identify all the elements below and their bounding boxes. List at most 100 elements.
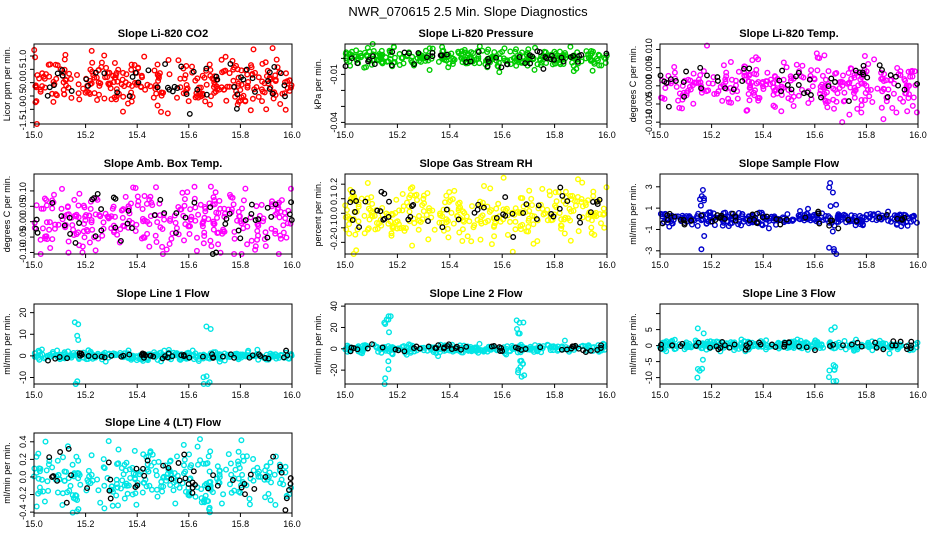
data-point xyxy=(214,229,221,236)
x-tick-label: 15.6 xyxy=(806,390,824,400)
data-point xyxy=(225,451,232,458)
chart-title: Slope Li-820 Pressure xyxy=(419,28,534,40)
data-point xyxy=(703,220,710,227)
data-point xyxy=(783,64,790,71)
data-point xyxy=(799,62,806,69)
data-point xyxy=(85,467,92,474)
data-point xyxy=(357,346,364,353)
x-tick-label: 16.0 xyxy=(909,130,927,140)
data-point xyxy=(252,246,259,253)
data-point xyxy=(601,224,608,231)
chart-title: Slope Line 2 Flow xyxy=(430,288,523,300)
data-point xyxy=(33,98,40,105)
highlight-point xyxy=(480,204,487,211)
highlight-point xyxy=(484,63,491,70)
data-point xyxy=(848,216,855,223)
data-point xyxy=(167,482,174,489)
highlight-point xyxy=(76,220,83,226)
data-point xyxy=(47,351,54,358)
highlight-point xyxy=(252,88,258,95)
data-point xyxy=(42,84,49,91)
chart-panel-9: Slope Line 3 Flow ml/min per min. 15.0 15.2… xyxy=(628,288,927,400)
data-point xyxy=(73,71,80,78)
data-point xyxy=(250,477,257,484)
highlight-point xyxy=(347,199,354,206)
data-point xyxy=(343,226,350,233)
highlight-point xyxy=(714,74,721,81)
highlight-point xyxy=(162,353,168,360)
highlight-point xyxy=(401,348,408,355)
highlight-point xyxy=(369,341,375,348)
data-point xyxy=(818,341,825,348)
highlight-point xyxy=(240,76,247,83)
data-point xyxy=(221,228,228,235)
data-point xyxy=(163,477,170,484)
data-point xyxy=(816,55,823,62)
data-point xyxy=(173,94,180,101)
chart-title: Slope Amb. Box Temp. xyxy=(104,158,223,170)
highlight-point xyxy=(173,229,179,236)
data-point xyxy=(755,97,762,104)
data-point xyxy=(388,230,395,237)
data-point xyxy=(701,197,708,204)
data-point xyxy=(833,201,840,208)
data-point xyxy=(100,456,107,463)
x-tick-label: 15.0 xyxy=(25,390,43,400)
data-point xyxy=(187,206,194,213)
data-point xyxy=(694,222,701,229)
data-point xyxy=(346,230,353,237)
data-point xyxy=(131,447,138,454)
data-point xyxy=(784,211,791,218)
highlight-point xyxy=(379,344,386,351)
data-point xyxy=(861,53,868,60)
data-point xyxy=(562,188,569,195)
highlight-point xyxy=(439,224,446,231)
data-point xyxy=(192,493,199,500)
data-point xyxy=(602,59,609,66)
y-tick-label: 0.010 xyxy=(644,38,654,61)
data-point xyxy=(790,345,797,352)
data-point xyxy=(513,46,520,53)
highlight-point xyxy=(356,224,363,231)
highlight-point xyxy=(730,86,737,93)
data-point xyxy=(235,461,242,468)
data-point xyxy=(723,69,730,76)
data-point xyxy=(570,62,577,69)
data-point xyxy=(469,203,476,210)
highlight-point xyxy=(593,198,600,205)
data-point xyxy=(216,358,223,365)
data-point xyxy=(589,67,596,74)
highlight-point xyxy=(502,194,509,201)
data-point xyxy=(379,51,386,58)
data-point xyxy=(123,480,130,487)
highlight-point xyxy=(854,339,861,346)
y-tick-label: 0.0 xyxy=(18,471,28,484)
data-point xyxy=(59,185,66,192)
highlight-point xyxy=(49,200,56,206)
data-point xyxy=(421,54,428,61)
data-point xyxy=(877,341,884,348)
data-point xyxy=(120,93,127,100)
highlight-point xyxy=(92,233,99,240)
data-point xyxy=(437,210,444,217)
data-point xyxy=(61,91,68,98)
data-point xyxy=(739,213,746,220)
data-point xyxy=(39,225,46,232)
data-point xyxy=(104,70,111,77)
data-point xyxy=(76,96,83,103)
data-point xyxy=(67,75,74,82)
data-point xyxy=(203,67,210,74)
highlight-point xyxy=(443,206,450,213)
data-point xyxy=(534,61,541,68)
data-point xyxy=(73,453,80,460)
y-tick-label: 0.2 xyxy=(329,178,339,191)
data-point xyxy=(439,44,446,51)
data-point xyxy=(131,475,138,482)
data-point xyxy=(46,219,53,226)
data-point xyxy=(182,488,189,495)
data-point xyxy=(258,201,265,208)
highlight-point xyxy=(551,56,557,63)
highlight-point xyxy=(210,354,217,361)
data-point xyxy=(230,201,237,208)
highlight-point xyxy=(278,469,285,476)
